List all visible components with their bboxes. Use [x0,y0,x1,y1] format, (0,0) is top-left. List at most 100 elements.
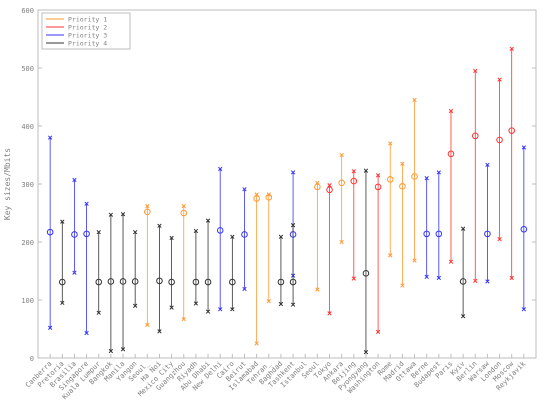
data-point [350,177,358,185]
lower-bound-marker [388,253,393,258]
data-point [289,278,297,286]
lower-bound-marker [181,316,186,322]
data-point [107,278,115,285]
data-point [447,150,455,158]
data-point [362,270,370,277]
lower-bound-marker [424,274,429,279]
data-point [314,183,321,191]
upper-bound-marker [473,68,478,74]
data-point [471,132,479,140]
upper-bound-marker [315,180,320,185]
lower-bound-marker [169,305,174,310]
upper-bound-marker [266,192,271,197]
data-point [326,186,333,194]
upper-bound-marker [133,229,138,235]
lower-bound-marker [315,287,320,292]
data-point [131,278,139,285]
y-tick-label: 600 [21,7,34,15]
lower-bound-marker [145,322,150,328]
data-point [496,136,503,144]
lower-bound-marker [497,236,502,242]
lower-bound-marker [363,350,369,355]
legend-label: Priority 4 [68,40,107,48]
data-point [423,230,430,238]
upper-bound-marker [290,170,296,175]
lower-bound-marker [72,270,77,275]
upper-bound-marker [509,46,514,52]
lower-bound-marker [509,275,514,281]
data-point [168,278,175,286]
data-point [253,195,260,202]
data-point [411,173,418,180]
lower-bound-marker [339,239,344,245]
data-point [83,230,90,238]
plot-area [37,9,537,359]
lower-bound-marker [412,258,417,263]
lower-bound-marker [254,341,259,346]
upper-bound-marker [193,228,199,234]
data-point [459,278,467,285]
lower-bound-marker [473,278,478,284]
lower-bound-marker [278,301,284,307]
lower-bound-marker [400,283,405,288]
lower-bound-marker [266,299,271,304]
data-point [95,278,103,286]
upper-bound-marker [120,212,126,217]
lower-bound-marker [157,329,162,334]
upper-bound-marker [96,229,101,235]
upper-bound-marker [363,168,369,173]
upper-bound-marker [412,97,417,103]
data-point [374,183,382,191]
y-tick-label: 200 [21,239,34,247]
upper-bound-marker [47,135,53,140]
upper-bound-marker [400,161,405,166]
data-point [180,209,188,217]
lower-bound-marker [327,311,332,316]
upper-bound-marker [485,162,490,168]
lower-bound-marker [242,286,247,292]
data-point [508,127,516,134]
upper-bound-marker [242,187,247,192]
upper-bound-marker [181,203,186,209]
lower-bound-marker [460,314,466,319]
lower-bound-marker [351,276,356,281]
lower-bound-marker [108,348,114,354]
upper-bound-marker [436,170,441,175]
lower-bound-marker [193,301,199,306]
upper-bound-marker [254,192,259,197]
lower-bound-marker [60,300,65,306]
upper-bound-marker [205,218,211,223]
y-tick-label: 100 [21,297,34,305]
lower-bound-marker [290,302,296,307]
y-tick-label: 0 [30,355,34,363]
lower-bound-marker [218,307,223,312]
y-axis: 0 100 200 300 400 500 600 [21,7,536,363]
y-tick-label: 400 [21,123,34,131]
upper-bound-marker [388,141,393,146]
lower-bound-marker [47,325,53,330]
upper-bound-marker [375,173,381,178]
data-point [277,278,285,286]
data-point [216,227,224,234]
upper-bound-marker [218,166,223,172]
upper-bound-marker [339,152,344,158]
data-point [338,179,345,187]
lower-bound-marker [230,307,235,312]
data-point [386,176,394,183]
lower-bound-marker [84,330,89,336]
data-point [58,278,66,286]
upper-bound-marker [278,234,284,239]
legend-label: Priority 2 [68,24,107,32]
upper-bound-marker [145,203,150,209]
data-point [484,230,491,238]
data-point [144,208,151,216]
data-point [229,278,236,286]
upper-bound-marker [108,212,114,217]
lower-bound-marker [521,307,527,312]
lower-bound-marker [485,279,490,284]
lower-bound-marker [96,310,101,315]
data-point [241,231,248,238]
lower-bound-marker [375,329,381,335]
upper-bound-marker [351,169,356,174]
